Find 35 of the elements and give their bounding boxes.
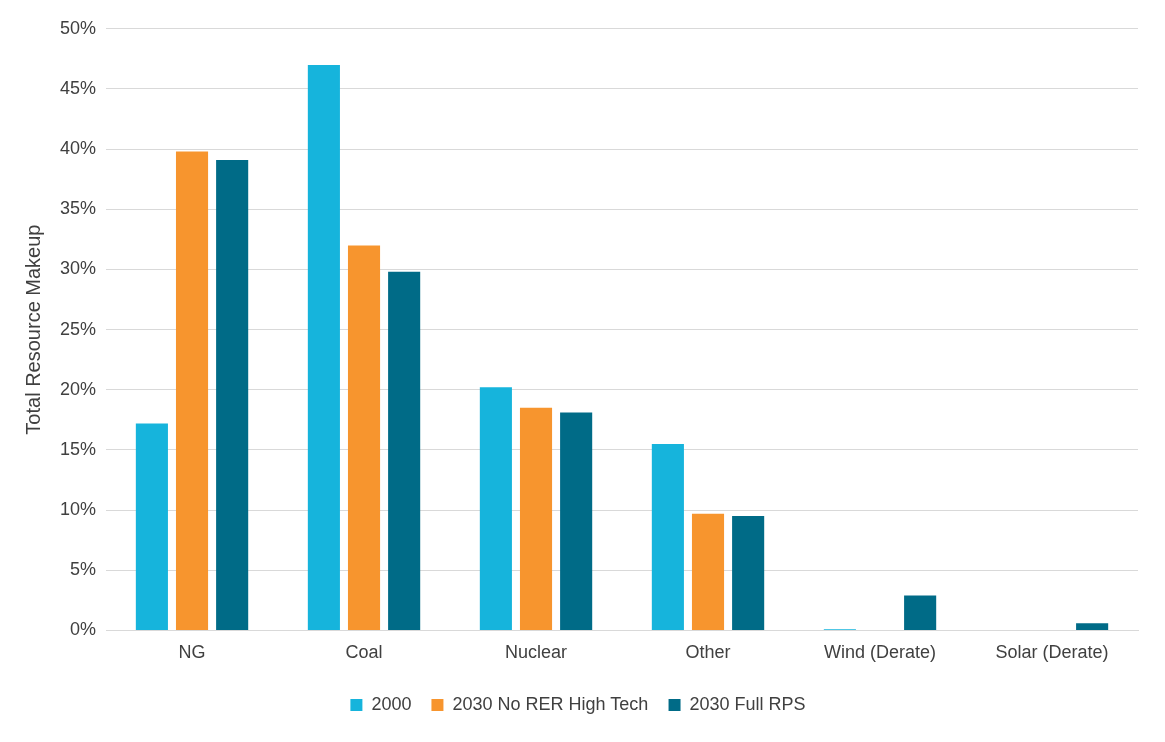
- bar: [732, 516, 765, 630]
- legend-label: 2000: [371, 693, 412, 714]
- y-tick-label: 15%: [60, 438, 97, 459]
- bar: [388, 271, 421, 630]
- y-tick-label: 40%: [60, 138, 97, 159]
- x-tick-label: Other: [685, 642, 731, 663]
- legend-label: 2030 No RER High Tech: [452, 693, 649, 714]
- bar: [216, 159, 249, 630]
- bar: [347, 245, 381, 630]
- bar: [519, 407, 553, 630]
- bar: [307, 64, 340, 630]
- bar: [1076, 623, 1109, 630]
- x-tick-label: Nuclear: [505, 642, 568, 663]
- bar: [175, 151, 209, 630]
- y-tick-label: 30%: [60, 258, 97, 279]
- bar: [135, 423, 168, 630]
- bar: [651, 443, 684, 630]
- y-tick-label: 5%: [70, 559, 97, 580]
- bar: [479, 387, 512, 630]
- y-tick-label: 45%: [60, 77, 97, 98]
- y-tick-label: 20%: [60, 378, 97, 399]
- y-tick-label: 0%: [70, 619, 97, 640]
- x-tick-label: Wind (Derate): [823, 642, 937, 663]
- y-axis-title: Total Resource Makeup: [21, 224, 44, 435]
- x-tick-label: Coal: [345, 642, 383, 663]
- legend-label: 2030 Full RPS: [689, 693, 806, 714]
- x-tick-label: NG: [178, 642, 206, 663]
- y-tick-label: 35%: [60, 198, 97, 219]
- y-tick-label: 25%: [60, 318, 97, 339]
- bar: [904, 595, 937, 630]
- bar: [691, 513, 725, 630]
- bar: [560, 412, 593, 630]
- y-tick-label: 50%: [60, 17, 97, 38]
- y-tick-label: 10%: [60, 499, 97, 520]
- x-tick-label: Solar (Derate): [995, 642, 1109, 663]
